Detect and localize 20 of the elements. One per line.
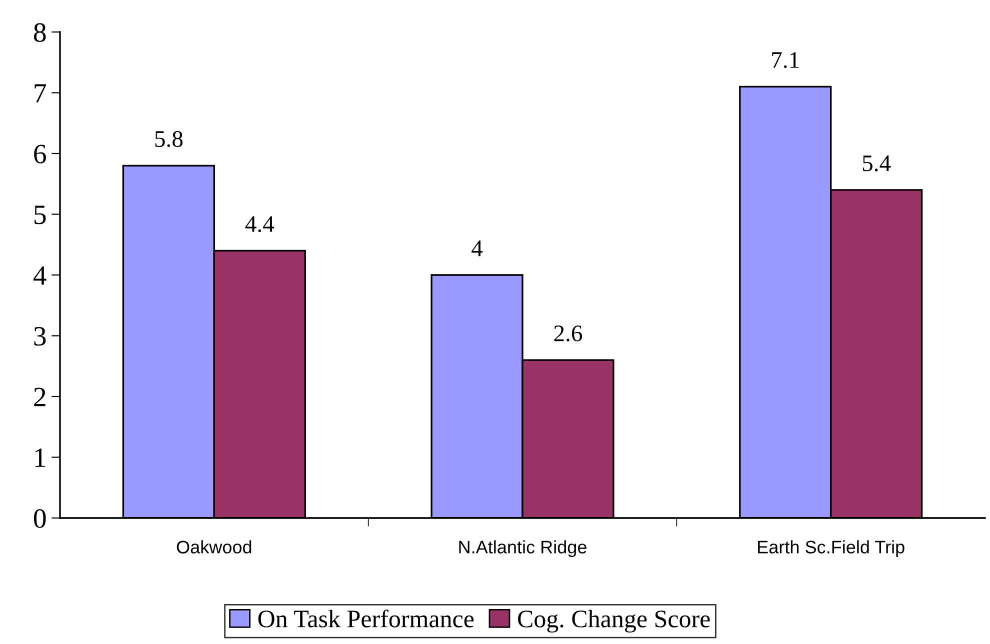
data-label: 5.8 [155, 131, 183, 148]
data-label: 5.4 [862, 155, 891, 172]
x-tick-label: N.Atlantic Ridge [459, 540, 586, 558]
y-tick-label: 7 [34, 84, 46, 102]
data-label: 4 [472, 240, 483, 256]
y-tick-label: 1 [35, 448, 46, 467]
data-label: 4.4 [245, 216, 274, 232]
y-tick-label: 0 [34, 509, 46, 528]
y-tick-label: 2 [34, 388, 46, 406]
y-tick-label: 4 [33, 266, 46, 285]
x-tick-label: Earth Sc.Field Trip [758, 540, 904, 558]
y-tick-label: 5 [34, 206, 46, 224]
legend-label: Cog. Change Score [518, 610, 710, 633]
y-tick-label: 6 [34, 144, 46, 164]
y-tick-label: 8 [34, 23, 46, 42]
data-label: 2.6 [554, 326, 582, 342]
data-label: 7.1 [772, 52, 799, 68]
y-tick-label: 3 [34, 326, 46, 346]
legend-label: On Task Performance [258, 610, 474, 628]
x-tick-label: Oakwood [176, 540, 252, 554]
